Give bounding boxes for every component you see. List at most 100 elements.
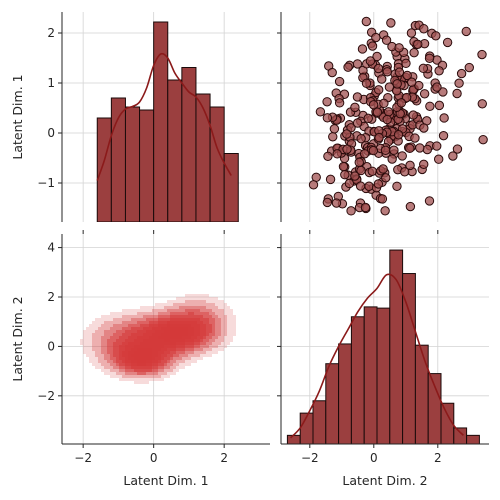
- right-col-y-tickmarks: [277, 33, 281, 396]
- scatter-point: [374, 180, 382, 188]
- scatter-point: [378, 75, 386, 83]
- scatter-point: [329, 133, 337, 141]
- hist-bar: [168, 80, 182, 222]
- scatter-point: [353, 93, 361, 101]
- scatter-point: [375, 133, 383, 141]
- histogram-dim2-panel: −2 0 2: [281, 234, 489, 465]
- scatter-point: [419, 64, 427, 72]
- scatter-point: [407, 29, 415, 37]
- x-tick-label: −2: [74, 451, 92, 465]
- hist-bar: [210, 107, 224, 222]
- scatter-point: [339, 162, 347, 170]
- hist-dim1-bars: [97, 22, 238, 222]
- scatter-point: [398, 152, 406, 160]
- scatter-point: [332, 199, 340, 207]
- hist-bar: [467, 435, 480, 444]
- x-ticks-dim2: −2 0 2: [301, 444, 442, 465]
- y-tick-label: 4: [47, 241, 55, 255]
- scatter-point: [357, 134, 365, 142]
- scatter-point: [433, 83, 441, 91]
- scatter-point: [328, 68, 336, 76]
- y-ticks-dim1: −1012: [37, 26, 62, 190]
- scatter-point: [378, 195, 386, 203]
- scatter-point: [372, 33, 380, 41]
- scatter-point: [381, 207, 389, 215]
- scatter-panel: [281, 12, 489, 222]
- scatter-point: [353, 119, 361, 127]
- scatter-point: [410, 48, 418, 56]
- scatter-point: [335, 99, 343, 107]
- scatter-point: [435, 101, 443, 109]
- scatter-point: [362, 79, 370, 87]
- scatter-point: [440, 114, 448, 122]
- scatter-point: [323, 98, 331, 106]
- scatter-point: [351, 103, 359, 111]
- scatter-point: [395, 44, 403, 52]
- scatter-point: [375, 86, 383, 94]
- scatter-point: [335, 77, 343, 85]
- x-axis-label-left: Latent Dim. 1: [123, 473, 208, 488]
- scatter-point: [324, 152, 332, 160]
- hist-bar: [339, 344, 352, 444]
- scatter-point: [443, 38, 451, 46]
- scatter-point: [420, 25, 428, 33]
- x-tick-label: 2: [220, 451, 228, 465]
- y-tick-label: −2: [37, 389, 55, 403]
- scatter-point: [383, 115, 391, 123]
- scatter-point: [449, 152, 457, 160]
- scatter-point: [374, 64, 382, 72]
- scatter-points: [309, 17, 487, 215]
- scatter-point: [426, 102, 434, 110]
- scatter-point: [439, 131, 447, 139]
- scatter-point: [316, 108, 324, 116]
- histogram-dim1-panel: −1 0 1 2: [37, 12, 270, 222]
- scatter-point: [382, 36, 390, 44]
- scatter-point: [323, 114, 331, 122]
- y-tick-label: 2: [47, 26, 55, 40]
- scatter-point: [423, 145, 431, 153]
- scatter-point: [425, 197, 433, 205]
- scatter-point: [406, 202, 414, 210]
- scatter-point: [390, 146, 398, 154]
- scatter-point: [343, 130, 351, 138]
- x-tick-label: 0: [370, 451, 378, 465]
- hist-bar: [364, 307, 377, 444]
- scatter-point: [309, 181, 317, 189]
- scatter-point: [393, 182, 401, 190]
- scatter-point: [433, 142, 441, 150]
- scatter-point: [425, 54, 433, 62]
- hist-bar: [196, 94, 210, 222]
- scatter-point: [478, 100, 486, 108]
- scatter-point: [365, 182, 373, 190]
- scatter-point: [434, 155, 442, 163]
- hist-bar: [125, 107, 139, 222]
- scatter-point: [432, 32, 440, 40]
- scatter-point: [453, 89, 461, 97]
- scatter-point: [381, 146, 389, 154]
- scatter-point: [368, 167, 376, 175]
- y-tick-label: 2: [47, 290, 55, 304]
- scatter-point: [369, 146, 377, 154]
- scatter-point: [380, 99, 388, 107]
- scatter-point: [355, 158, 363, 166]
- scatter-point: [402, 59, 410, 67]
- scatter-point: [379, 165, 387, 173]
- scatter-point: [408, 78, 416, 86]
- hist-bar: [454, 428, 467, 444]
- y-axis-label-bottom: Latent Dim. 2: [10, 296, 25, 381]
- scatter-point: [420, 90, 428, 98]
- y-tick-label: 1: [47, 76, 55, 90]
- hist-bar: [287, 435, 300, 444]
- scatter-point: [383, 68, 391, 76]
- scatter-point: [358, 45, 366, 53]
- y-axis-label-top: Latent Dim. 1: [10, 74, 25, 159]
- scatter-point: [344, 63, 352, 71]
- scatter-point: [393, 80, 401, 88]
- hist-bar: [182, 68, 196, 223]
- scatter-point: [420, 160, 428, 168]
- kde-density-panel: −2024 −2 0 2: [37, 234, 270, 465]
- scatter-point: [330, 125, 338, 133]
- scatter-point: [360, 150, 368, 158]
- hist-bar: [313, 401, 326, 444]
